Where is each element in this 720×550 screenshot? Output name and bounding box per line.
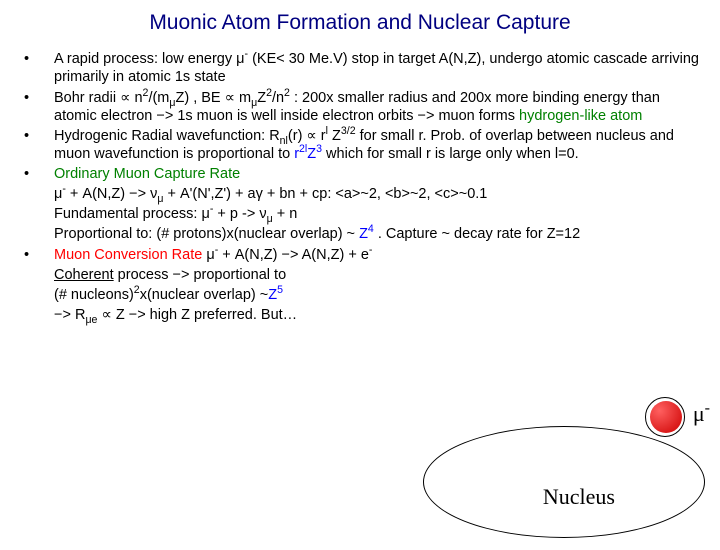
muon-particle — [650, 401, 682, 433]
bullet-text: A rapid process: low energy μ- (KE< 30 M… — [54, 50, 702, 86]
mu-label: μ- — [693, 400, 710, 428]
bullet-marker: • — [24, 50, 54, 86]
page-title: Muonic Atom Formation and Nuclear Captur… — [0, 10, 720, 36]
nucleus-label: Nucleus — [543, 483, 615, 511]
bullet-marker: • — [24, 246, 54, 264]
bullet-marker: • — [24, 165, 54, 183]
bullet-text: Bohr radii ∝ n2/(mμZ) , BE ∝ mμZ2/n2 : 2… — [54, 89, 702, 125]
bullet-marker: • — [24, 89, 54, 125]
bullet-4-sub2: Fundamental process: μ- + p -> νμ + n — [54, 205, 702, 223]
bullet-4: • Ordinary Muon Capture Rate — [24, 165, 702, 183]
bullet-5: • Muon Conversion Rate μ- + A(N,Z) −> A(… — [24, 246, 702, 264]
bullet-4-sub1: μ- + A(N,Z) −> νμ + A'(N',Z') + aγ + bn … — [54, 185, 702, 203]
bullet-5-sub2: (# nucleons)2x(nuclear overlap) ~Z5 — [54, 286, 702, 304]
bullet-5-sub3: −> Rμe ∝ Z −> high Z preferred. But… — [54, 306, 702, 324]
bullet-marker: • — [24, 127, 54, 163]
bullet-text: Hydrogenic Radial wavefunction: Rnl(r) ∝… — [54, 127, 702, 163]
bullet-4-sub3: Proportional to: (# protons)x(nuclear ov… — [54, 225, 702, 243]
bullet-2: • Bohr radii ∝ n2/(mμZ) , BE ∝ mμZ2/n2 :… — [24, 89, 702, 125]
bullet-5-sub1: Coherent process −> proportional to — [54, 266, 702, 284]
bullet-1: • A rapid process: low energy μ- (KE< 30… — [24, 50, 702, 86]
bullet-3: • Hydrogenic Radial wavefunction: Rnl(r)… — [24, 127, 702, 163]
bullet-text: Ordinary Muon Capture Rate — [54, 165, 702, 183]
bullet-text: Muon Conversion Rate μ- + A(N,Z) −> A(N,… — [54, 246, 702, 264]
content-block: • A rapid process: low energy μ- (KE< 30… — [0, 50, 720, 324]
